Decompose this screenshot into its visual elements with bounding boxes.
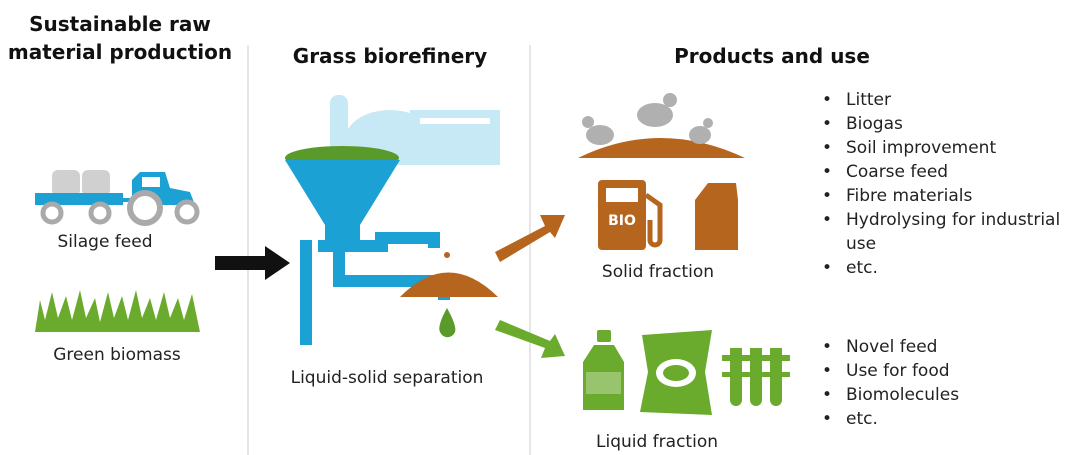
use-item: Use for food xyxy=(846,359,1071,383)
milk-icon xyxy=(695,183,738,250)
use-item: Litter xyxy=(846,88,1071,112)
grass-icon xyxy=(35,290,200,332)
column-title: Grass biorefinery xyxy=(270,42,510,70)
column-title: Sustainable raw material production xyxy=(5,10,235,66)
pump-icon: BIO xyxy=(598,180,660,250)
use-item: Biogas xyxy=(846,112,1071,136)
title-line: Sustainable raw xyxy=(5,10,235,38)
tractor-icon xyxy=(35,170,197,223)
bag-icon xyxy=(640,330,712,415)
title-line: material production xyxy=(5,38,235,66)
use-item: etc. xyxy=(846,407,1071,431)
output-label: Liquid fraction xyxy=(596,432,718,452)
use-list: LitterBiogasSoil improvementCoarse feedF… xyxy=(820,88,1071,280)
use-item: Biomolecules xyxy=(846,383,1071,407)
use-item: Fibre materials xyxy=(846,184,1071,208)
process-label: Liquid-solid separation xyxy=(291,368,484,388)
use-list: Novel feedUse for foodBiomoleculesetc. xyxy=(820,335,1071,431)
output-label: Solid fraction xyxy=(602,262,714,282)
chicken-icon xyxy=(578,93,745,158)
use-item: Novel feed xyxy=(846,335,1071,359)
use-item: Soil improvement xyxy=(846,136,1071,160)
column-title: Products and use xyxy=(652,42,892,70)
use-item: Coarse feed xyxy=(846,160,1071,184)
arrow xyxy=(215,246,290,280)
bottle-icon xyxy=(583,330,624,410)
input-label: Silage feed xyxy=(57,232,152,252)
use-item: Hydrolysing for industrial use xyxy=(846,208,1071,256)
title-line: Products and use xyxy=(652,42,892,70)
input-label: Green biomass xyxy=(53,345,181,365)
icon-text: BIO xyxy=(608,213,636,229)
use-item: etc. xyxy=(846,256,1071,280)
separator-icon xyxy=(285,146,498,345)
diagram: BIO Sustainable raw material production … xyxy=(0,0,1071,455)
tubes-icon xyxy=(722,348,790,406)
title-line: Grass biorefinery xyxy=(270,42,510,70)
